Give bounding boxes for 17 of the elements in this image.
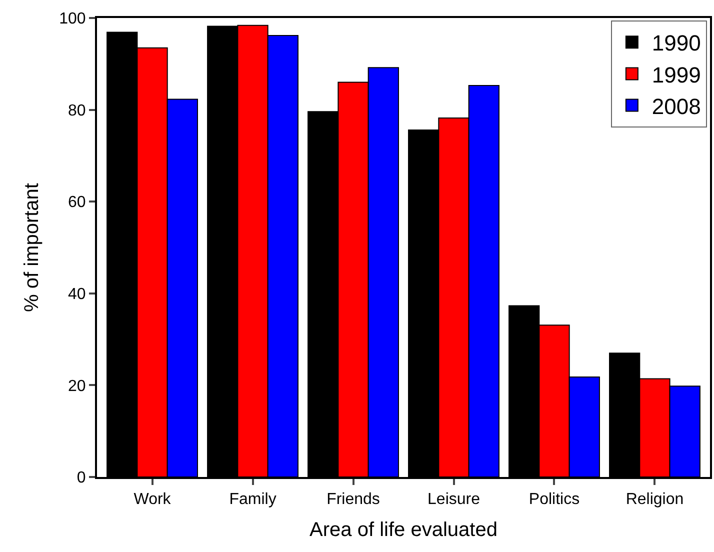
legend-label: 2008 (652, 94, 701, 119)
y-tick-label: 100 (59, 10, 86, 28)
legend-label: 1990 (652, 30, 701, 56)
x-tick-label: Politics (528, 491, 580, 508)
y-tick-label: 20 (68, 378, 86, 395)
x-tick-label: Leisure (428, 491, 480, 508)
legend-label: 1999 (652, 62, 701, 88)
y-axis-title: % of important (21, 182, 44, 312)
x-tick-label: Religion (626, 491, 684, 508)
x-tick-label: Family (229, 491, 276, 508)
x-tick-label: Work (134, 491, 172, 508)
y-tick-label: 0 (76, 470, 86, 487)
x-axis-title: Area of life evaluated (310, 519, 498, 542)
y-tick-label: 60 (68, 194, 86, 212)
y-tick-label: 40 (68, 286, 86, 303)
x-tick-label: Friends (326, 491, 380, 508)
y-tick-label: 80 (68, 102, 86, 120)
